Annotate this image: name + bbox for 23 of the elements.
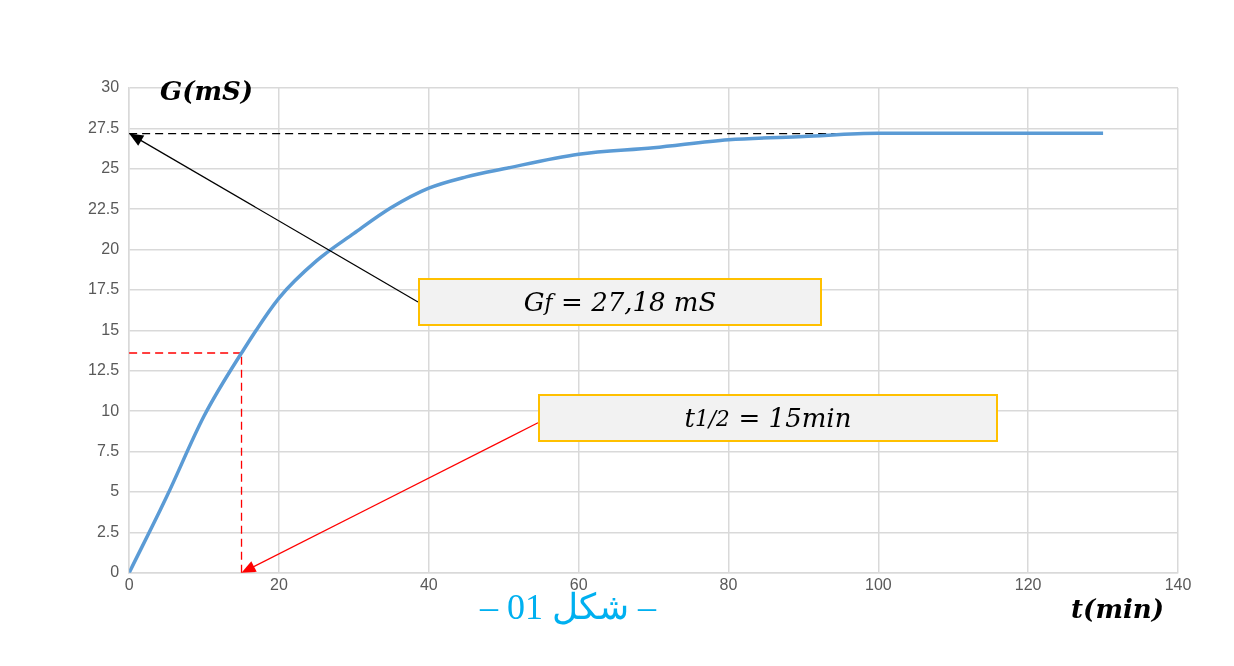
y-axis-title: G(mS) bbox=[160, 76, 254, 106]
line-series bbox=[129, 131, 1105, 573]
x-tick-label: 80 bbox=[719, 575, 738, 593]
x-tick-label: 100 bbox=[864, 575, 892, 593]
y-tick-label: 5 bbox=[110, 482, 120, 500]
y-tick-label: 12.5 bbox=[88, 361, 120, 379]
x-tick-label: 40 bbox=[419, 575, 438, 593]
x-tick-label: 20 bbox=[270, 575, 288, 593]
x-tick-label: 0 bbox=[124, 575, 134, 593]
y-tick-label: 25 bbox=[101, 159, 120, 177]
y-tick-label: 2.5 bbox=[96, 522, 120, 540]
y-tick-label: 15 bbox=[101, 320, 120, 338]
y-tick-label: 27.5 bbox=[88, 118, 120, 136]
y-tick-label: 7.5 bbox=[96, 442, 120, 460]
y-tick-label: 30 bbox=[101, 78, 120, 96]
x-axis-title: t(min) bbox=[1071, 594, 1164, 624]
y-tick-label: 20 bbox=[101, 240, 120, 258]
y-tick-label: 22.5 bbox=[88, 199, 120, 217]
y-tick-label: 10 bbox=[101, 401, 120, 419]
x-tick-label: 140 bbox=[1164, 575, 1192, 593]
x-tick-label: 120 bbox=[1014, 575, 1042, 593]
y-tick-label: 0 bbox=[110, 563, 120, 581]
y-tick-label: 17.5 bbox=[88, 280, 120, 298]
